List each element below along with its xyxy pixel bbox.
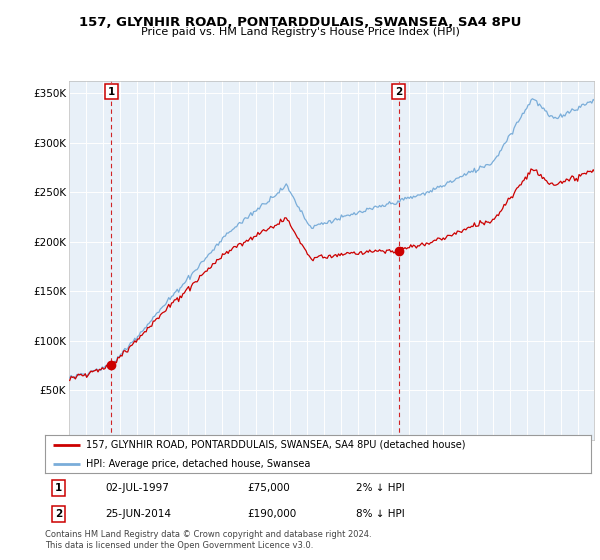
Text: 157, GLYNHIR ROAD, PONTARDDULAIS, SWANSEA, SA4 8PU (detached house): 157, GLYNHIR ROAD, PONTARDDULAIS, SWANSE…	[86, 440, 466, 450]
Text: £190,000: £190,000	[247, 509, 296, 519]
Text: HPI: Average price, detached house, Swansea: HPI: Average price, detached house, Swan…	[86, 459, 310, 469]
Text: 2: 2	[55, 509, 62, 519]
Text: 02-JUL-1997: 02-JUL-1997	[105, 483, 169, 493]
Text: 157, GLYNHIR ROAD, PONTARDDULAIS, SWANSEA, SA4 8PU: 157, GLYNHIR ROAD, PONTARDDULAIS, SWANSE…	[79, 16, 521, 29]
Text: Contains HM Land Registry data © Crown copyright and database right 2024.
This d: Contains HM Land Registry data © Crown c…	[45, 530, 371, 550]
Text: Price paid vs. HM Land Registry's House Price Index (HPI): Price paid vs. HM Land Registry's House …	[140, 27, 460, 37]
Text: 2% ↓ HPI: 2% ↓ HPI	[356, 483, 405, 493]
Text: 8% ↓ HPI: 8% ↓ HPI	[356, 509, 405, 519]
Text: £75,000: £75,000	[247, 483, 290, 493]
Text: 1: 1	[108, 87, 115, 96]
Text: 1: 1	[55, 483, 62, 493]
Text: 2: 2	[395, 87, 403, 96]
Text: 25-JUN-2014: 25-JUN-2014	[105, 509, 171, 519]
